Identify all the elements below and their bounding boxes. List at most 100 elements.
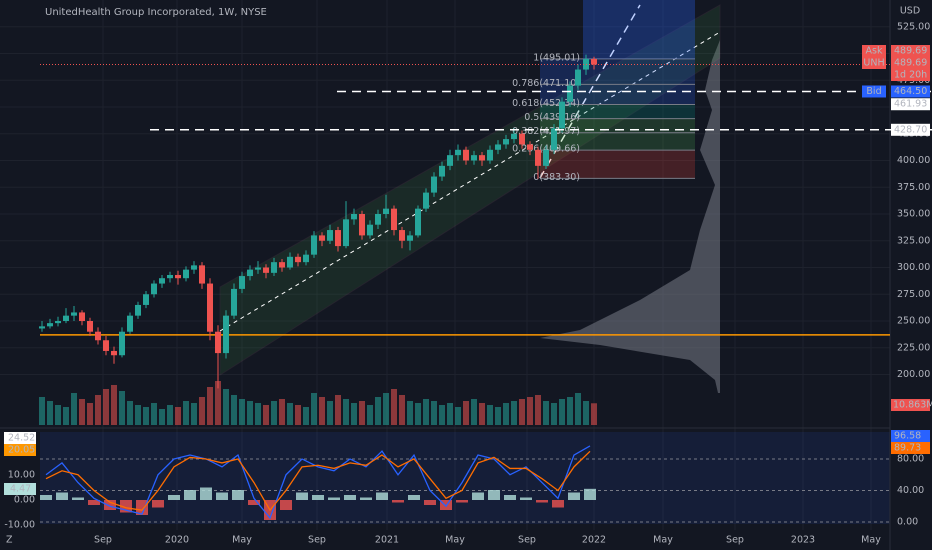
candle-body <box>47 323 53 327</box>
candle-body <box>207 283 213 332</box>
histogram-bar <box>312 495 324 500</box>
volume-bar <box>311 393 317 425</box>
candle-body <box>303 254 309 263</box>
volume-bar <box>567 397 573 425</box>
osc-tag-value: 96.58 <box>894 431 921 442</box>
y-tick-label: 400.00 <box>897 155 930 166</box>
fib-label: 0.618(452.34) <box>512 98 580 109</box>
volume-bar <box>79 399 85 425</box>
fib-label: 0.5(439.16) <box>524 112 580 123</box>
candle-body <box>271 262 277 273</box>
candle-body <box>295 256 301 263</box>
zoom-icon[interactable]: Z <box>6 535 13 546</box>
histogram-bar <box>440 500 452 510</box>
fib-band <box>540 104 695 119</box>
x-tick-label: May <box>232 535 252 546</box>
candle-body <box>327 230 333 241</box>
x-tick-label: May <box>445 535 465 546</box>
volume-bar <box>583 401 589 425</box>
price-tag <box>891 98 930 111</box>
candle-body <box>359 214 365 236</box>
fib-label: 0.382(425.97) <box>512 126 580 137</box>
left-tag <box>4 444 36 456</box>
volume-bar <box>199 397 205 425</box>
volume-bar <box>215 381 221 425</box>
volume-bar <box>191 403 197 425</box>
candle-body <box>287 256 293 268</box>
volume-profile <box>540 40 720 393</box>
price-tag <box>891 85 930 98</box>
volume-bar <box>335 395 341 425</box>
histogram-bar <box>104 500 116 510</box>
candle-body <box>351 214 357 220</box>
volume-bar <box>415 403 421 425</box>
candle-body <box>319 235 325 241</box>
volume-bar <box>167 405 173 425</box>
osc-tag-value: 89.73 <box>894 443 921 454</box>
volume-bar <box>439 405 445 425</box>
volume-bar <box>495 407 501 425</box>
candle-body <box>391 208 397 231</box>
left-tag-value: 20.05 <box>8 445 35 456</box>
candle-body <box>79 312 85 321</box>
x-tick-label: Sep <box>518 535 536 546</box>
volume-bar <box>271 401 277 425</box>
volume-bar <box>207 387 213 425</box>
candle-body <box>71 312 77 316</box>
candle-body <box>431 176 437 193</box>
candle-body <box>375 214 381 225</box>
volume-bar <box>143 407 149 425</box>
histogram-bar <box>344 495 356 500</box>
candle-body <box>215 331 221 354</box>
volume-bar <box>575 393 581 425</box>
candle-body <box>535 149 541 166</box>
candle-body <box>87 321 93 332</box>
volume-bar <box>223 389 229 425</box>
y-tick-label: 300.00 <box>897 262 930 273</box>
volume-bar <box>343 399 349 425</box>
volume-bar <box>159 409 165 425</box>
volume-bar <box>479 403 485 425</box>
fib-band <box>540 58 695 85</box>
volume-bar <box>471 399 477 425</box>
histogram-bar <box>504 495 516 500</box>
hist-tag <box>4 483 36 495</box>
price-tag-name: Ask <box>866 46 883 57</box>
fib-band <box>540 150 695 179</box>
y3-tick-label: -10.00 <box>4 520 35 531</box>
price-tag-value: 489.69 <box>894 46 927 57</box>
volume-bar <box>279 399 285 425</box>
histogram-bar <box>88 500 100 505</box>
candle-body <box>343 219 349 247</box>
volume-bar <box>231 395 237 425</box>
histogram-bar <box>152 500 164 508</box>
candle-body <box>199 265 205 284</box>
volume-bar <box>391 389 397 425</box>
volume-bar <box>247 401 253 425</box>
volume-bar <box>455 407 461 425</box>
countdown-bg <box>891 69 930 81</box>
candle-body <box>527 144 533 150</box>
fib-band <box>540 132 695 151</box>
y-tick-label: 350.00 <box>897 209 930 220</box>
y-tick-label: 200.00 <box>897 369 930 380</box>
fib-label: 0.786(471.10) <box>512 78 580 89</box>
volume-bar <box>111 385 117 425</box>
candle-body <box>247 269 253 277</box>
volume-bar <box>63 407 69 425</box>
price-tag <box>891 57 930 69</box>
volume-bar <box>127 401 133 425</box>
volume-tag <box>891 399 930 411</box>
volume-bar <box>295 405 301 425</box>
histogram-bar <box>552 500 564 508</box>
volume-bar <box>39 397 45 425</box>
histogram-bar <box>568 492 580 500</box>
y-tick-label: 525.00 <box>897 21 930 32</box>
y2-tick-label: 0.00 <box>897 516 918 527</box>
y-tick-label: 375.00 <box>897 182 930 193</box>
candle-body <box>591 58 597 65</box>
candle-body <box>279 262 285 268</box>
volume-bar <box>263 405 269 425</box>
volume-bar <box>87 403 93 425</box>
